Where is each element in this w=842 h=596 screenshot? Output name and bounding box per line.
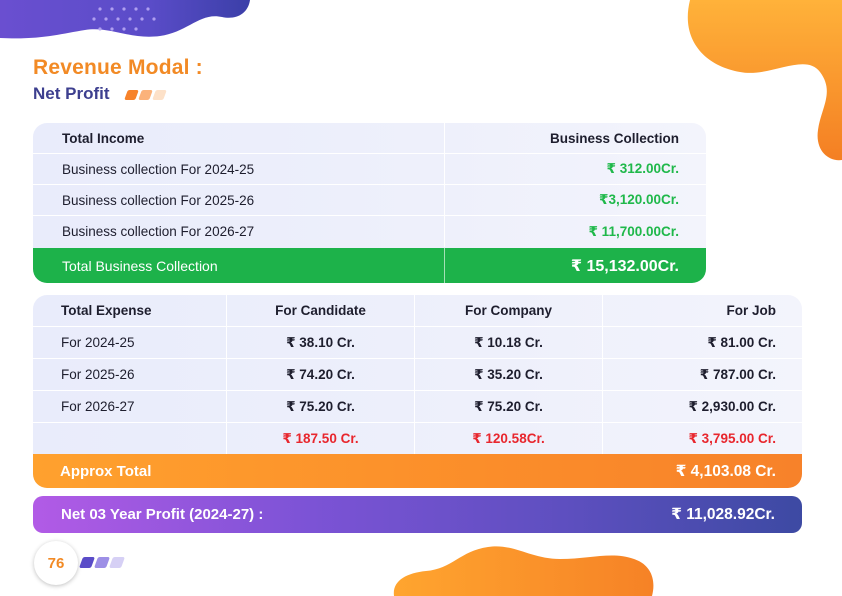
expense-row-company: ₹ 35.20 Cr. bbox=[415, 359, 603, 390]
income-row-value: ₹ 312.00Cr. bbox=[606, 161, 679, 176]
page-subtitle: Net Profit bbox=[33, 84, 168, 104]
net-profit-bar: Net 03 Year Profit (2024-27) : ₹ 11,028.… bbox=[33, 496, 802, 533]
expense-subtotal-row: ₹ 187.50 Cr. ₹ 120.58Cr. ₹ 3,795.00 Cr. bbox=[33, 423, 802, 454]
expense-row-job: ₹ 81.00 Cr. bbox=[707, 334, 776, 350]
income-row-label: Business collection For 2025-26 bbox=[33, 185, 445, 215]
expense-row-job: ₹ 2,930.00 Cr. bbox=[688, 398, 776, 414]
table-row: For 2025-26 ₹ 74.20 Cr. ₹ 35.20 Cr. ₹ 78… bbox=[33, 359, 802, 390]
approx-total-value: ₹ 4,103.08 Cr. bbox=[675, 462, 776, 480]
table-row: For 2024-25 ₹ 38.10 Cr. ₹ 10.18 Cr. ₹ 81… bbox=[33, 327, 802, 358]
expense-row-job: ₹ 787.00 Cr. bbox=[699, 366, 776, 382]
top-right-decorative-blob bbox=[687, 0, 842, 161]
table-row: Business collection For 2025-26 ₹3,120.0… bbox=[33, 185, 706, 215]
approx-total-row: Approx Total ₹ 4,103.08 Cr. bbox=[33, 454, 802, 488]
expense-header-row: Total Expense For Candidate For Company … bbox=[33, 295, 802, 326]
income-header-value: Business Collection bbox=[549, 130, 679, 146]
page-title: Revenue Modal : bbox=[33, 56, 203, 79]
net-profit-value: ₹ 11,028.92Cr. bbox=[671, 506, 775, 523]
income-row-label: Business collection For 2024-25 bbox=[33, 154, 445, 184]
decorative-stripes-icon bbox=[124, 89, 168, 100]
expense-header-job: For Job bbox=[726, 303, 777, 318]
expense-row-label: For 2025-26 bbox=[33, 359, 227, 390]
page-number: 76 bbox=[34, 541, 78, 585]
approx-total-label: Approx Total bbox=[60, 462, 152, 480]
expense-subtotal-label-empty bbox=[33, 423, 227, 454]
income-total-label: Total Business Collection bbox=[33, 248, 445, 283]
top-left-decorative-blob bbox=[0, 0, 250, 39]
expense-header-company: For Company bbox=[415, 295, 603, 326]
expense-subtotal-candidate: ₹ 187.50 Cr. bbox=[227, 423, 415, 454]
expense-row-candidate: ₹ 38.10 Cr. bbox=[227, 327, 415, 358]
expense-header-candidate: For Candidate bbox=[227, 295, 415, 326]
expense-subtotal-company: ₹ 120.58Cr. bbox=[415, 423, 603, 454]
table-row: Business collection For 2026-27 ₹ 11,700… bbox=[33, 216, 706, 247]
expense-table: Total Expense For Candidate For Company … bbox=[33, 295, 802, 488]
table-row: For 2026-27 ₹ 75.20 Cr. ₹ 75.20 Cr. ₹ 2,… bbox=[33, 391, 802, 422]
bottom-decorative-blob bbox=[393, 546, 654, 596]
expense-row-candidate: ₹ 74.20 Cr. bbox=[227, 359, 415, 390]
expense-row-label: For 2026-27 bbox=[33, 391, 227, 422]
income-row-label: Business collection For 2026-27 bbox=[33, 216, 445, 247]
income-total-value: ₹ 15,132.00Cr. bbox=[570, 257, 679, 275]
expense-row-label: For 2024-25 bbox=[33, 327, 227, 358]
expense-header-label: Total Expense bbox=[33, 295, 227, 326]
expense-row-candidate: ₹ 75.20 Cr. bbox=[227, 391, 415, 422]
page-decorative-stripes-icon bbox=[78, 557, 126, 568]
income-row-value: ₹3,120.00Cr. bbox=[599, 192, 679, 207]
expense-subtotal-job: ₹ 3,795.00 Cr. bbox=[688, 430, 776, 446]
subtitle-text: Net Profit bbox=[33, 84, 110, 103]
expense-row-company: ₹ 10.18 Cr. bbox=[415, 327, 603, 358]
income-header-label: Total Income bbox=[33, 123, 445, 153]
income-row-value: ₹ 11,700.00Cr. bbox=[588, 223, 679, 239]
income-total-row: Total Business Collection ₹ 15,132.00Cr. bbox=[33, 248, 706, 283]
income-table: Total Income Business Collection Busines… bbox=[33, 123, 706, 283]
table-row: Business collection For 2024-25 ₹ 312.00… bbox=[33, 154, 706, 184]
net-profit-label: Net 03 Year Profit (2024-27) : bbox=[61, 506, 264, 523]
income-header-row: Total Income Business Collection bbox=[33, 123, 706, 153]
expense-row-company: ₹ 75.20 Cr. bbox=[415, 391, 603, 422]
